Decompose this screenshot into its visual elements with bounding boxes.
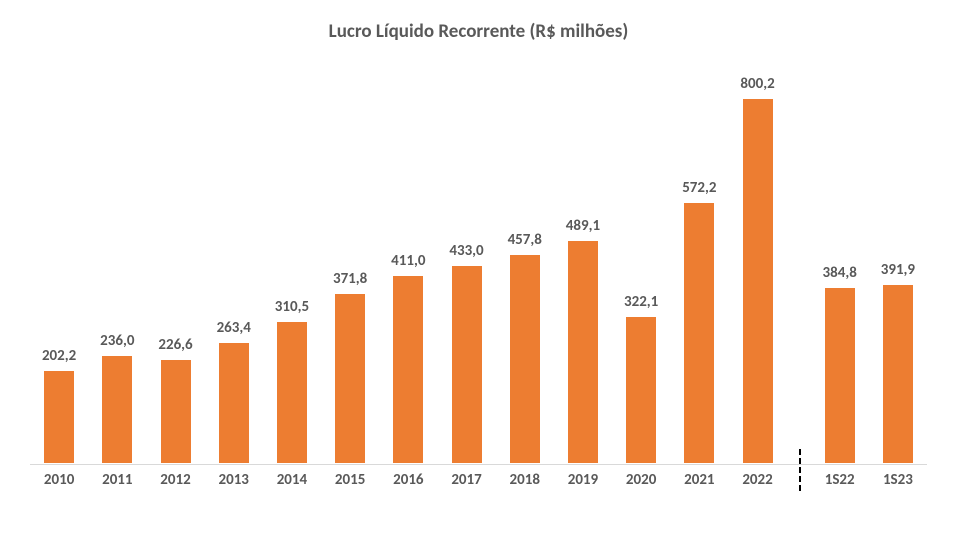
bar: 433,0 [452, 266, 482, 463]
bar-slot: 371,8 [321, 294, 379, 463]
bar-slot: 263,4 [205, 343, 263, 463]
bars-section-main: 202,2 236,0 226,6 263,4 310,5 371,8 411,0 433,0… [30, 99, 787, 463]
bar-value-label: 310,5 [275, 298, 309, 316]
x-axis-label: 2014 [263, 465, 321, 493]
x-axis-label: 1S23 [869, 465, 927, 493]
bar: 800,2 [743, 99, 773, 463]
bar: 489,1 [568, 241, 598, 463]
bar-slot: 433,0 [437, 266, 495, 463]
x-axis-label: 2019 [554, 465, 612, 493]
bar: 322,1 [626, 317, 656, 463]
x-axis-label: 2020 [612, 465, 670, 493]
bar-value-label: 371,8 [333, 270, 367, 288]
bar-slot: 236,0 [88, 356, 146, 463]
plot-area: 202,2 236,0 226,6 263,4 310,5 371,8 411,0 433,0… [30, 63, 927, 493]
bar-value-label: 457,8 [508, 231, 542, 249]
bar: 384,8 [825, 288, 855, 463]
bar-value-label: 800,2 [740, 75, 774, 93]
bar-value-label: 384,8 [823, 264, 857, 282]
x-axis-label: 1S22 [811, 465, 869, 493]
bar: 411,0 [393, 276, 423, 463]
bar-value-label: 236,0 [100, 332, 134, 350]
x-axis-label: 2011 [88, 465, 146, 493]
bar-value-label: 572,2 [682, 179, 716, 197]
bar-slot: 391,9 [869, 285, 927, 463]
bar-value-label: 226,6 [158, 336, 192, 354]
bar: 572,2 [684, 203, 714, 463]
bar: 236,0 [102, 356, 132, 463]
bar: 263,4 [219, 343, 249, 463]
bars-section-side: 384,8 391,9 [811, 285, 927, 463]
x-axis-label: 2013 [205, 465, 263, 493]
bar-slot: 800,2 [728, 99, 786, 463]
bar-value-label: 391,9 [881, 261, 915, 279]
bar-slot: 202,2 [30, 371, 88, 463]
x-axis-labels: 2010201120122013201420152016201720182019… [30, 465, 927, 493]
bar: 202,2 [44, 371, 74, 463]
axis-section-main: 2010201120122013201420152016201720182019… [30, 465, 787, 493]
bar-slot: 489,1 [554, 241, 612, 463]
x-axis-label: 2017 [437, 465, 495, 493]
bar-slot: 411,0 [379, 276, 437, 463]
bar-value-label: 322,1 [624, 293, 658, 311]
bar-value-label: 263,4 [217, 319, 251, 337]
x-axis-label: 2012 [146, 465, 204, 493]
x-axis-label: 2016 [379, 465, 437, 493]
x-axis-label: 2015 [321, 465, 379, 493]
x-axis-label: 2021 [670, 465, 728, 493]
x-axis-label: 2018 [496, 465, 554, 493]
chart-title: Lucro Líquido Recorrente (R$ milhões) [30, 20, 927, 43]
bar: 371,8 [335, 294, 365, 463]
x-axis-label: 2022 [728, 465, 786, 493]
bar-slot: 572,2 [670, 203, 728, 463]
bar-slot: 310,5 [263, 322, 321, 463]
chart-container: Lucro Líquido Recorrente (R$ milhões) 20… [0, 0, 957, 543]
bar: 391,9 [883, 285, 913, 463]
bars-row: 202,2 236,0 226,6 263,4 310,5 371,8 411,0 433,0… [30, 99, 927, 463]
bar: 310,5 [277, 322, 307, 463]
axis-section-side: 1S221S23 [811, 465, 927, 493]
bar-slot: 457,8 [496, 255, 554, 463]
x-axis-label: 2010 [30, 465, 88, 493]
bar-slot: 322,1 [612, 317, 670, 463]
bar-value-label: 433,0 [449, 242, 483, 260]
bar: 226,6 [161, 360, 191, 463]
bar-value-label: 411,0 [391, 252, 425, 270]
bar-value-label: 489,1 [566, 217, 600, 235]
bar-slot: 384,8 [811, 288, 869, 463]
bar-value-label: 202,2 [42, 347, 76, 365]
bar: 457,8 [510, 255, 540, 463]
bar-slot: 226,6 [146, 360, 204, 463]
